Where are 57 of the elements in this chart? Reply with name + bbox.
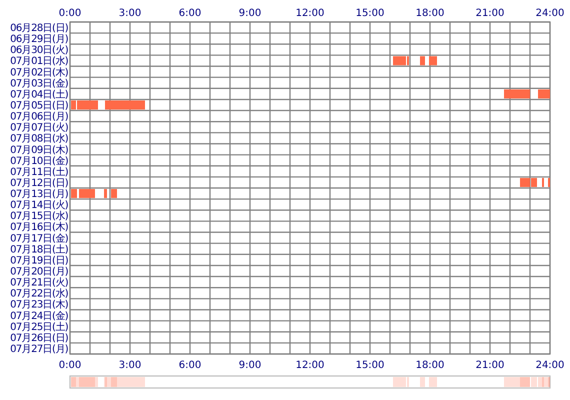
y-tick-label: 06月28日(日)	[10, 23, 69, 34]
y-tick-label: 07月27日(月)	[10, 344, 69, 355]
x-tick-label: 9:00	[238, 8, 262, 19]
y-tick-label: 07月23日(木)	[10, 298, 69, 311]
x2-tick-label: 9:00	[238, 360, 262, 371]
x-tick-label: 15:00	[356, 8, 384, 19]
y-tick-label: 07月18日(土)	[10, 243, 69, 256]
y-tick-label: 07月03日(金)	[10, 77, 69, 90]
y-tick-label: 06月29日(月)	[10, 34, 69, 46]
y-tick-label: 07月04日(土)	[10, 88, 69, 100]
x2-tick-label: 12:00	[296, 360, 324, 371]
bar	[71, 189, 77, 198]
y-tick-label: 07月06日(月)	[10, 112, 69, 123]
y-tick-label: 07月01日(水)	[10, 55, 69, 68]
y-tick-label: 07月07日(火)	[10, 122, 69, 134]
x2-tick-label: 24:00	[536, 360, 564, 371]
bar	[504, 89, 530, 98]
bar	[538, 89, 550, 98]
y-tick-label: 07月10日(金)	[10, 154, 69, 167]
x-tick-label: 0:00	[58, 8, 82, 19]
y-tick-label: 07月11日(土)	[10, 166, 69, 178]
y-tick-label: 06月30日(火)	[10, 44, 69, 56]
y-tick-label: 07月24日(金)	[10, 310, 69, 322]
x2-tick-label: 18:00	[416, 360, 444, 371]
y-tick-label: 07月25日(土)	[10, 320, 69, 333]
y-tick-label: 07月16日(木)	[10, 221, 69, 234]
bar	[420, 56, 425, 66]
y-tick-label: 07月14日(火)	[10, 199, 69, 212]
y-tick-label: 07月09日(木)	[10, 144, 69, 156]
x2-tick-label: 15:00	[356, 360, 384, 371]
x-tick-label: 21:00	[476, 8, 504, 19]
bar	[79, 189, 95, 198]
y-tick-label: 07月17日(金)	[10, 232, 69, 244]
x-tick-label: 3:00	[118, 8, 142, 19]
y-tick-label: 07月13日(月)	[10, 189, 69, 200]
x-tick-label: 6:00	[178, 8, 202, 19]
y-tick-label: 07月21日(火)	[10, 276, 69, 289]
bar	[393, 56, 406, 66]
bar	[111, 189, 117, 198]
y-tick-label: 07月19日(日)	[10, 255, 69, 266]
x2-tick-label: 21:00	[476, 360, 504, 371]
y-tick-label: 07月05日(日)	[10, 100, 69, 112]
y-tick-label: 07月26日(日)	[10, 332, 69, 344]
bar	[429, 56, 437, 66]
x2-tick-label: 0:00	[58, 360, 82, 371]
x2-tick-label: 3:00	[118, 360, 142, 371]
y-tick-label: 07月08日(水)	[10, 132, 69, 145]
y-tick-label: 07月15日(水)	[10, 210, 69, 222]
x2-tick-label: 6:00	[178, 360, 202, 371]
y-tick-label: 07月12日(日)	[10, 178, 69, 189]
bar	[104, 189, 107, 198]
y-tick-label: 07月22日(水)	[10, 288, 69, 300]
y-tick-label: 07月02日(木)	[10, 66, 69, 78]
y-tick-label: 07月20日(月)	[10, 266, 69, 278]
x-tick-label: 18:00	[416, 8, 444, 19]
x-tick-label: 12:00	[296, 8, 324, 19]
x-tick-label: 24:00	[536, 8, 564, 19]
